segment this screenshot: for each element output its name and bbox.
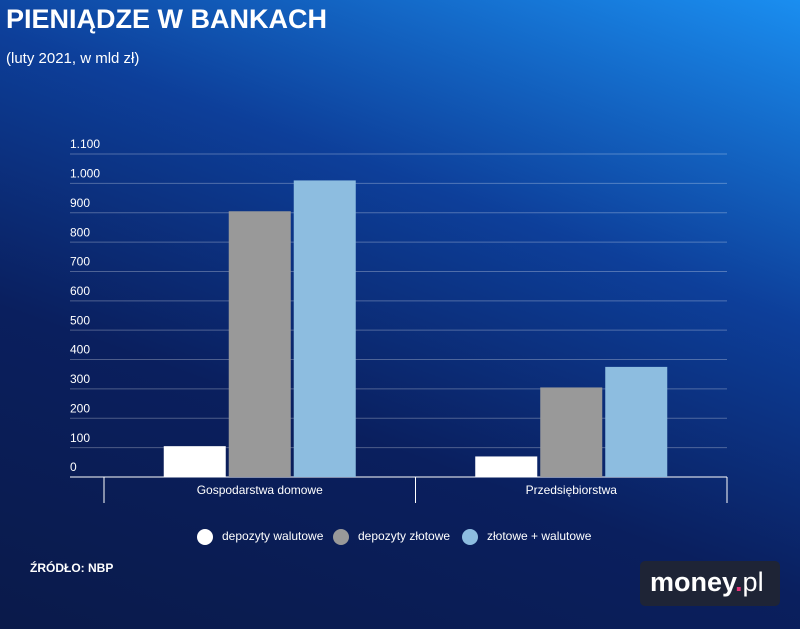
y-tick-label: 600	[70, 284, 90, 298]
y-tick-label: 700	[70, 255, 90, 269]
y-tick-label: 800	[70, 225, 90, 239]
y-tick-label: 400	[70, 343, 90, 357]
bar	[605, 366, 668, 477]
y-tick-label: 500	[70, 313, 90, 327]
y-tick-label: 200	[70, 401, 90, 415]
bar	[163, 446, 226, 477]
bar	[475, 456, 538, 477]
legend-label: depozyty walutowe	[222, 529, 324, 543]
legend-marker	[462, 529, 478, 545]
bar	[540, 387, 603, 477]
y-tick-label: 1.100	[70, 137, 100, 151]
y-tick-label: 1.000	[70, 167, 100, 181]
legend-marker	[197, 529, 213, 545]
legend-marker	[333, 529, 349, 545]
chart-subtitle: (luty 2021, w mld zł)	[6, 50, 139, 67]
source: ŹRÓDŁO: NBP	[30, 560, 113, 575]
y-tick-label: 0	[70, 460, 77, 474]
legend-label: depozyty złotowe	[358, 529, 450, 543]
y-tick-label: 300	[70, 372, 90, 386]
y-tick-label: 100	[70, 431, 90, 445]
x-tick-label: Gospodarstwa domowe	[197, 483, 323, 497]
logo: money.pl	[650, 567, 764, 597]
bar	[293, 180, 356, 477]
logo-box	[640, 561, 780, 606]
legend-label: złotowe + walutowe	[487, 529, 592, 543]
y-tick-label: 900	[70, 196, 90, 210]
bar	[228, 211, 291, 477]
chart-title: PIENIĄDZE W BANKACH	[6, 4, 327, 34]
x-tick-label: Przedsiębiorstwa	[526, 483, 618, 497]
